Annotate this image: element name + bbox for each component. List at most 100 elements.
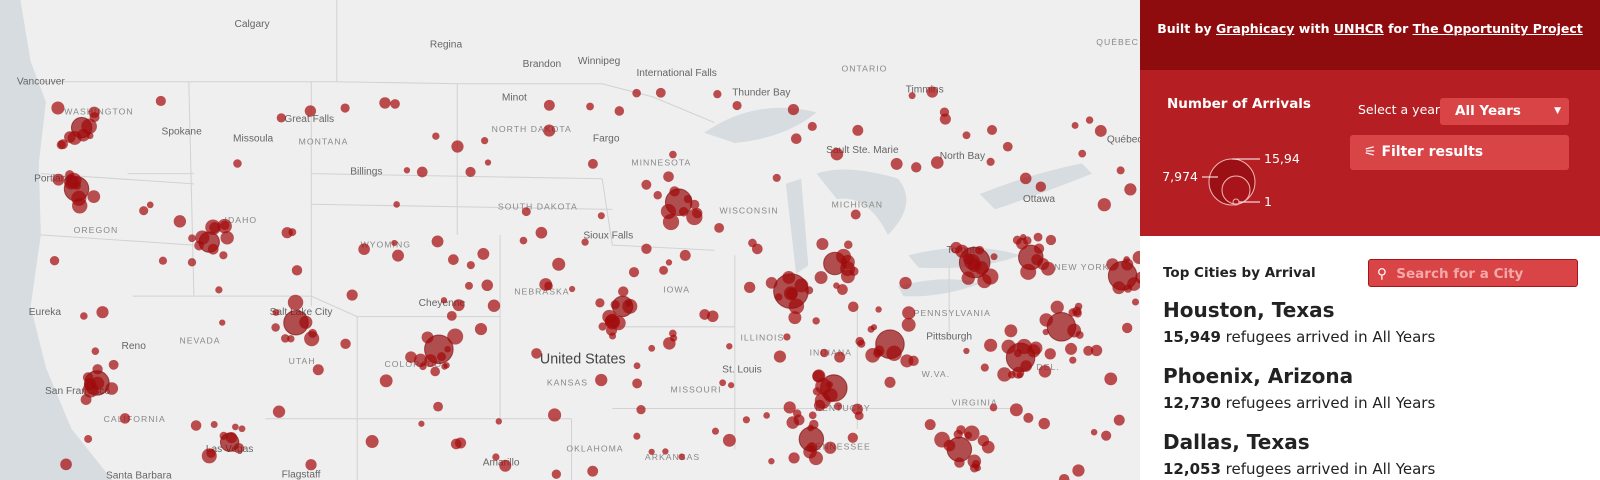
dot	[1058, 474, 1070, 480]
dot	[1101, 430, 1112, 441]
dot	[1123, 284, 1133, 293]
dot	[405, 351, 417, 363]
dot	[963, 347, 970, 355]
map-label: UTAH	[289, 356, 316, 366]
dot	[790, 133, 802, 145]
map: Calgary Regina Brandon Winnipeg Internationa…	[0, 0, 1140, 480]
map-label: International Falls	[636, 68, 716, 79]
dot	[421, 331, 434, 344]
dot	[1072, 464, 1085, 477]
map-label: Missoula	[233, 134, 274, 145]
map-label: North Bay	[940, 151, 986, 162]
map-label: Winnipeg	[578, 56, 621, 67]
dot	[788, 298, 805, 315]
dot	[961, 271, 975, 285]
dot	[726, 343, 733, 350]
year-dropdown[interactable]: All Years ▼	[1440, 98, 1569, 125]
side-panel: Built by Graphicacy with UNHCR for The O…	[1140, 0, 1600, 480]
dot	[586, 102, 594, 111]
map-label: COLORADO	[384, 359, 442, 369]
dot	[901, 317, 916, 332]
dot	[587, 158, 598, 169]
dot	[953, 429, 963, 439]
dot	[215, 286, 223, 294]
dot	[1033, 243, 1045, 254]
dot	[433, 401, 443, 412]
dot	[772, 173, 781, 182]
map-label: PENNSYLVANIA	[914, 308, 991, 318]
dot	[633, 432, 641, 440]
dot	[962, 131, 971, 140]
dot	[60, 458, 72, 471]
dot	[443, 362, 450, 369]
dot	[794, 278, 809, 293]
dot	[1016, 237, 1028, 250]
map-label: United States	[540, 351, 626, 367]
city-text: refugees arrived in All Years	[1225, 394, 1436, 412]
caret: ▼	[1554, 106, 1561, 116]
map-label: KENTUCKY	[815, 403, 870, 413]
dot	[833, 282, 840, 289]
map-label: Timmins	[906, 85, 944, 96]
filter-button[interactable]: ⚟ Filter results	[1350, 135, 1569, 170]
search-box[interactable]: ⚲ Search for a City	[1368, 259, 1578, 287]
dot	[1050, 300, 1064, 314]
dot	[792, 409, 802, 418]
map-label: Vancouver	[17, 76, 66, 87]
dot	[1131, 298, 1140, 306]
dot	[1132, 250, 1140, 265]
dot	[826, 381, 833, 389]
dot	[1020, 360, 1032, 372]
dot	[1124, 183, 1137, 196]
dot	[466, 261, 475, 270]
dot	[195, 230, 210, 245]
dot	[844, 240, 853, 250]
map-label: IDAHO	[225, 215, 258, 225]
dot	[911, 162, 922, 173]
legend: 15,94 7,974 1	[1162, 151, 1300, 209]
dot	[477, 247, 490, 260]
dot	[233, 159, 242, 168]
dot	[884, 376, 896, 388]
map-label: Billings	[350, 166, 382, 177]
legend-label: 7,974	[1162, 169, 1198, 184]
dot	[732, 100, 742, 111]
dot	[847, 432, 858, 443]
dot	[834, 351, 846, 363]
link[interactable]: Graphicacy	[1216, 21, 1295, 36]
dot	[788, 452, 800, 464]
dot	[641, 179, 652, 190]
map-label: Cheyenne	[419, 298, 466, 309]
dot	[806, 442, 817, 453]
link[interactable]: UNHCR	[1333, 21, 1384, 36]
dot	[188, 234, 196, 243]
dot	[641, 243, 652, 254]
dot	[108, 359, 119, 370]
dot	[81, 118, 97, 135]
dot	[96, 306, 109, 319]
dot	[812, 317, 820, 325]
dot	[943, 439, 956, 452]
dot	[899, 276, 912, 290]
dot	[890, 157, 903, 170]
map-label: Ottawa	[1023, 194, 1056, 205]
map-label: NEVADA	[179, 335, 220, 345]
dot	[648, 344, 656, 352]
dot	[847, 301, 859, 313]
dot	[977, 273, 992, 289]
dot	[1044, 348, 1056, 360]
dot	[287, 294, 304, 311]
dot	[346, 289, 358, 301]
dot	[813, 399, 826, 412]
dot	[219, 431, 228, 440]
dot	[997, 367, 1012, 382]
dot	[722, 433, 736, 447]
dot	[955, 244, 969, 258]
dot	[618, 286, 629, 297]
dot	[678, 453, 685, 461]
map-label: INDIANA	[810, 348, 852, 358]
dot	[886, 345, 902, 361]
map-label: KANSAS	[547, 377, 588, 387]
map-label: Great Falls	[284, 114, 334, 125]
dot	[609, 332, 617, 340]
